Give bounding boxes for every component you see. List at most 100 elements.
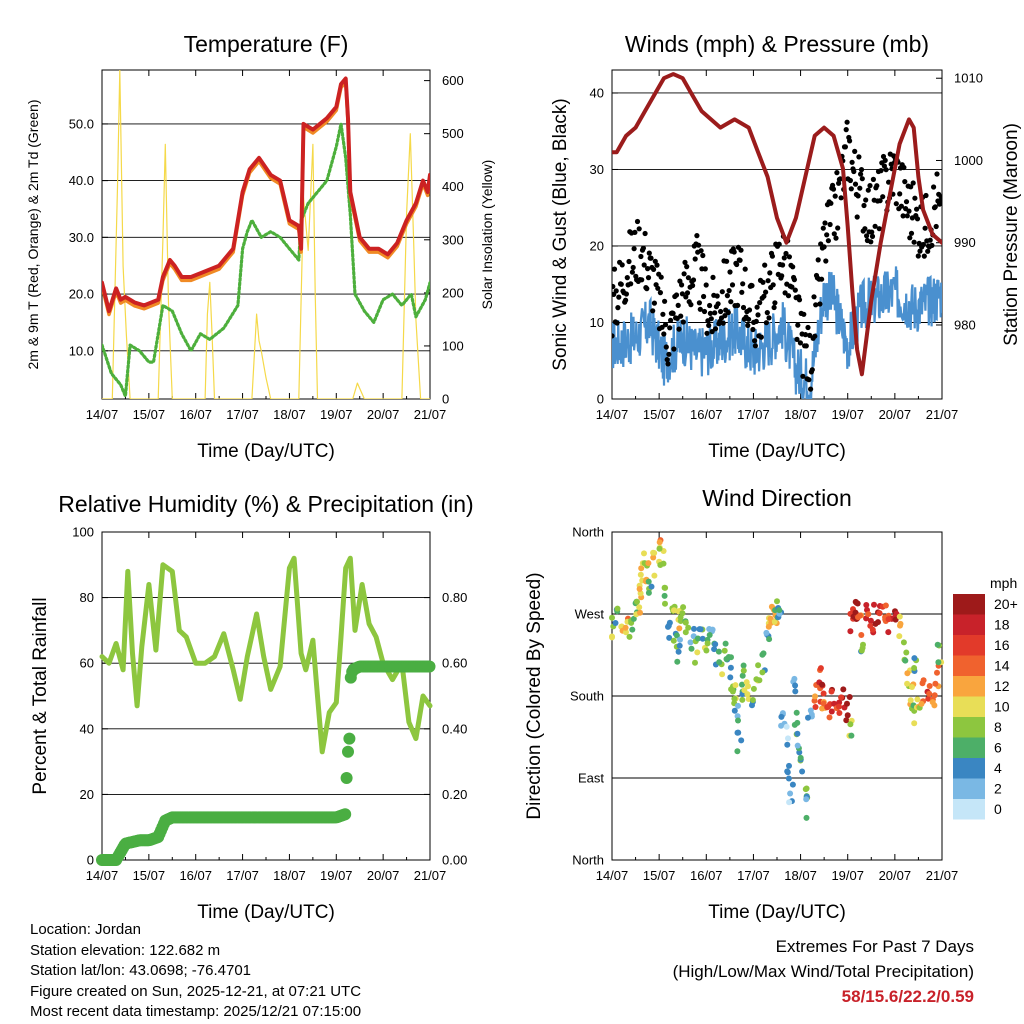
direction-point — [925, 695, 932, 702]
gust-point — [684, 264, 690, 270]
direction-point — [786, 799, 793, 806]
gust-point — [923, 192, 929, 199]
gust-point — [612, 266, 618, 272]
gust-point — [724, 258, 730, 264]
direction-point — [793, 709, 800, 716]
gust-point — [662, 298, 668, 304]
gust-point — [817, 301, 823, 307]
gust-point — [861, 202, 867, 209]
direction-point — [831, 700, 838, 707]
gust-point — [812, 333, 818, 339]
y2-tick-label: 980 — [954, 317, 976, 332]
gust-point — [761, 293, 767, 299]
gust-point — [785, 293, 792, 299]
direction-point — [755, 662, 762, 669]
gust-point — [624, 275, 630, 281]
direction-point — [636, 586, 643, 592]
gust-point — [746, 307, 753, 313]
gust-point — [802, 332, 809, 338]
direction-point — [645, 560, 652, 567]
direction-point — [651, 572, 658, 579]
direction-point — [637, 609, 643, 616]
direction-point — [676, 642, 683, 649]
direction-point — [797, 754, 804, 761]
direction-point — [794, 730, 801, 737]
gust-point — [760, 279, 766, 285]
gust-point — [651, 266, 657, 272]
gust-point — [735, 302, 741, 308]
direction-point — [638, 565, 645, 572]
gust-point — [680, 319, 686, 325]
gust-point — [833, 235, 839, 241]
gust-point — [864, 233, 870, 239]
y2-tick-label: 100 — [442, 338, 464, 353]
gust-point — [772, 300, 778, 306]
direction-point — [677, 636, 683, 643]
gust-point — [842, 144, 849, 150]
direction-point — [719, 671, 726, 678]
extremes-subtitle: (High/Low/Max Wind/Total Precipitation) — [672, 962, 974, 981]
gust-point — [823, 258, 829, 264]
y-tick-label: 40 — [590, 85, 604, 100]
gust-point — [704, 330, 710, 336]
gust-point — [770, 282, 776, 288]
gust-point — [729, 282, 736, 288]
plot-frame — [101, 531, 431, 861]
gust-point — [698, 248, 704, 254]
gust-point — [857, 185, 863, 191]
gust-point — [764, 310, 770, 316]
direction-point — [677, 614, 684, 621]
y-tick-label: 40.0 — [69, 173, 94, 188]
solar-insolation-line — [102, 70, 430, 399]
gust-point — [917, 248, 923, 254]
panel-wind-direction: 14/07 15/07 16/07 17/07 18/07 19/07 20/07 21/07… — [524, 485, 1018, 923]
y-tick-label: 0 — [597, 392, 604, 407]
x-tick-label: 15/07 — [133, 868, 166, 883]
y2-axis-label: Solar Insolation (Yellow) — [479, 160, 495, 310]
gust-point — [915, 253, 921, 259]
y2-tick-label: 0.40 — [442, 721, 467, 736]
direction-point — [694, 649, 701, 656]
gust-point — [679, 291, 686, 297]
legend-label: 18 — [994, 617, 1010, 633]
gust-point — [803, 343, 809, 349]
y-tick-label: 10 — [590, 315, 604, 330]
y-axis-label: Percent & Total Rainfall — [30, 597, 51, 794]
direction-point — [812, 704, 819, 710]
legend-swatch — [953, 799, 985, 820]
gust-point — [746, 316, 752, 322]
y2-tick-label: 1000 — [954, 153, 983, 168]
y-tick-label: 60 — [80, 656, 94, 671]
direction-point — [838, 694, 845, 701]
gust-point — [830, 186, 837, 192]
gust-point — [667, 325, 673, 331]
gust-point — [758, 334, 764, 340]
direction-point — [645, 589, 652, 596]
direction-point — [609, 634, 615, 641]
direction-point — [812, 693, 818, 700]
x-tick-label: 16/07 — [690, 407, 723, 422]
gust-point — [792, 287, 798, 293]
gust-point — [765, 278, 771, 284]
x-tick-label: 16/07 — [690, 868, 723, 883]
direction-point — [688, 645, 695, 652]
direction-point — [716, 659, 723, 666]
gust-point — [755, 312, 761, 318]
direction-point — [641, 550, 647, 557]
direction-point — [734, 748, 741, 755]
gust-point — [938, 194, 942, 200]
gust-point — [752, 343, 759, 349]
gust-point — [762, 262, 768, 268]
gust-point — [639, 277, 645, 283]
direction-point — [687, 639, 694, 646]
gust-point — [910, 180, 916, 186]
gust-point — [631, 246, 637, 252]
direction-point — [623, 629, 629, 636]
direction-point — [734, 713, 741, 720]
direction-point — [819, 681, 826, 688]
precip-point — [423, 660, 436, 673]
gust-point — [818, 241, 824, 247]
direction-point — [932, 680, 939, 687]
gust-point — [811, 294, 817, 300]
gust-point — [776, 241, 782, 247]
